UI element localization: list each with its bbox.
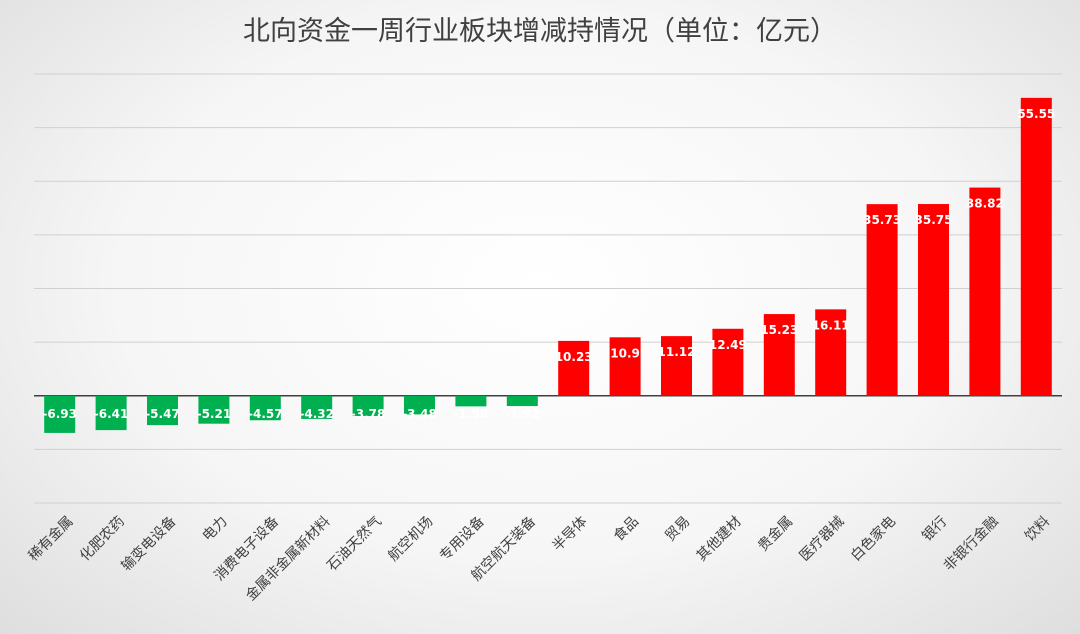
- x-tick-label: 电力: [200, 514, 231, 545]
- value-label: 16.11: [812, 318, 850, 332]
- value-label: 15.23: [760, 323, 798, 337]
- bar: [147, 395, 178, 426]
- x-tick-label: 白色家电: [847, 513, 899, 565]
- value-label: -3.78: [351, 407, 386, 421]
- bars: [44, 97, 1052, 433]
- bar: [866, 204, 898, 396]
- x-tick-label: 医疗器械: [797, 514, 848, 565]
- value-label: 11.12: [658, 345, 696, 359]
- value-label: -6.41: [94, 407, 129, 421]
- bar: [712, 328, 744, 396]
- gridlines: [34, 73, 1062, 504]
- bar: [609, 337, 641, 396]
- bar: [506, 395, 538, 407]
- bar: [301, 395, 333, 419]
- x-tick-label: 稀有金属: [26, 514, 77, 565]
- x-tick-label: 食品: [610, 513, 642, 545]
- value-label: -1.98: [454, 407, 489, 421]
- value-label: 38.82: [966, 197, 1004, 211]
- value-label: -1.92: [505, 407, 540, 421]
- bar: [1020, 97, 1052, 396]
- value-label: 35.75: [915, 213, 953, 227]
- value-label: -6.93: [42, 407, 77, 421]
- value-label: -5.21: [197, 407, 232, 421]
- bar: [198, 395, 230, 424]
- value-label: 10.9: [610, 346, 640, 360]
- value-label: 10.23: [555, 350, 593, 364]
- x-tick-label: 贵金属: [755, 514, 796, 555]
- value-labels: -6.93 -6.41 -5.47 -5.21 -4.57 -4.32 -3.78 -3.48…: [42, 107, 1055, 421]
- value-label: -4.32: [299, 407, 334, 421]
- bar: [558, 340, 590, 396]
- value-label: 12.49: [709, 338, 747, 352]
- bar: [815, 309, 847, 396]
- x-tick-label: 其他建材: [694, 514, 745, 565]
- bar: [918, 204, 949, 396]
- x-tick-label: 专用设备: [436, 513, 488, 565]
- bar: [455, 395, 487, 407]
- chart-title: 北向资金一周行业板块增减持情况（单位：亿元）: [243, 16, 837, 47]
- x-tick-label: 石油天然气: [323, 513, 385, 575]
- value-label: -4.57: [248, 407, 283, 421]
- value-label: -3.48: [402, 407, 437, 421]
- bar: [352, 395, 384, 417]
- x-tick-label: 输变电设备: [118, 513, 180, 575]
- value-label: 55.55: [1017, 107, 1055, 121]
- bar: [44, 395, 76, 433]
- x-tick-label: 半导体: [550, 514, 591, 555]
- bar: [969, 187, 1001, 396]
- bar: [404, 395, 435, 415]
- x-tick-label: 银行: [919, 514, 950, 545]
- x-tick-label: 贸易: [662, 514, 693, 545]
- bar: [763, 314, 795, 396]
- x-tick-label: 饮料: [1022, 514, 1053, 545]
- x-tick-label: 非银行金融: [941, 514, 1002, 575]
- bar: [249, 395, 281, 421]
- x-tick-label: 航空机场: [385, 514, 436, 565]
- value-label: -5.47: [145, 407, 180, 421]
- bar: [661, 336, 692, 396]
- bar: [95, 395, 127, 431]
- x-tick-label: 化肥农药: [77, 514, 128, 565]
- value-label: 35.73: [863, 213, 901, 227]
